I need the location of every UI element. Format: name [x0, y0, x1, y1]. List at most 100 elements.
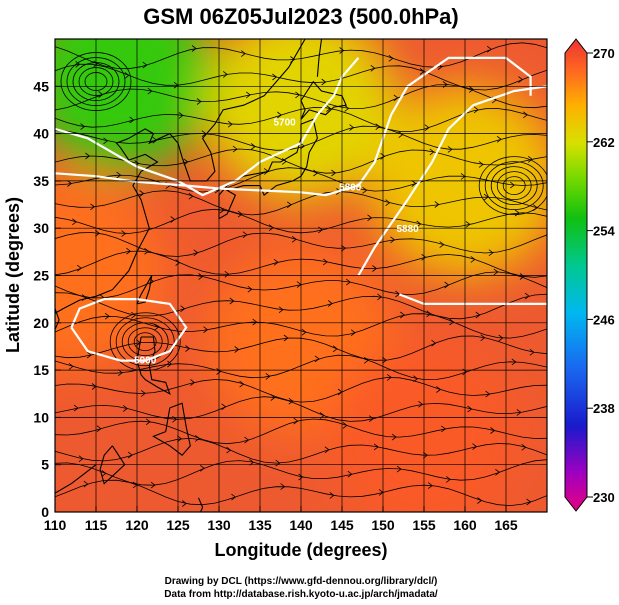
- stream-arrow: [373, 443, 379, 451]
- colorbar-body: [564, 38, 588, 512]
- stream-arrow: [199, 464, 205, 472]
- stream-arrow: [298, 473, 304, 481]
- stream-arrow: [234, 346, 240, 353]
- stream-arrow: [80, 123, 86, 130]
- colorbar-tick-label-0: 230: [593, 490, 615, 505]
- y-axis-ticks: 0 5 10 15 20 25 30 35 40 45: [33, 78, 61, 520]
- stream-arrow: [142, 61, 148, 69]
- stream-arrow: [90, 203, 96, 211]
- stream-arrow: [129, 116, 135, 124]
- y-tick-label-6: 30: [33, 220, 49, 236]
- stream-arrow: [144, 247, 150, 255]
- coastline-1: [218, 118, 318, 220]
- stream-arrow: [104, 312, 110, 320]
- stream-arrow: [288, 397, 294, 405]
- stream-arrow: [439, 241, 445, 248]
- stream-arrow: [227, 120, 233, 128]
- stream-arrow: [239, 380, 245, 388]
- stream-arrow: [421, 253, 427, 261]
- vortex-ring-1: [484, 161, 544, 211]
- y-tick-label-7: 35: [33, 173, 49, 189]
- stream-arrow: [465, 221, 471, 228]
- stream-arrow: [232, 145, 238, 153]
- colorbar: 230 238 246 254 262 270: [564, 38, 615, 512]
- stream-arrow: [493, 268, 499, 276]
- stream-arrow: [441, 425, 446, 433]
- coastline-3: [316, 39, 323, 77]
- stream-arrow: [519, 273, 525, 280]
- stream-arrow: [277, 111, 282, 119]
- stream-arrow: [342, 422, 348, 429]
- stream-arrow: [122, 405, 128, 412]
- stream-arrow: [76, 264, 82, 272]
- stream-arrow: [324, 446, 330, 454]
- stream-arrow: [268, 224, 274, 232]
- stream-arrow: [375, 123, 381, 131]
- stream-arrow: [177, 435, 182, 443]
- vortex-ring-2: [115, 317, 175, 367]
- stream-arrow: [93, 60, 99, 68]
- stream-arrow: [372, 265, 378, 272]
- vortex-ring-2: [109, 312, 181, 372]
- vortex-ring-1: [478, 156, 547, 216]
- stream-arrow: [265, 373, 271, 380]
- x-tick-label-10: 160: [453, 517, 477, 533]
- stream-arrow: [445, 476, 451, 483]
- stream-arrow: [380, 152, 386, 160]
- y-tick-label-1: 5: [41, 457, 49, 473]
- stream-arrow: [521, 443, 527, 451]
- stream-arrow: [180, 305, 186, 313]
- stream-arrow: [470, 256, 476, 263]
- stream-arrow: [147, 87, 153, 95]
- stream-arrow: [95, 229, 100, 237]
- stream-arrow: [322, 258, 328, 266]
- stream-arrow: [181, 500, 187, 507]
- stream-arrow: [145, 418, 151, 426]
- stream-arrow: [367, 214, 373, 222]
- stream-arrow: [523, 111, 528, 119]
- stream-arrow: [103, 137, 109, 145]
- stream-arrow: [368, 415, 374, 423]
- stream-arrow: [127, 451, 133, 459]
- stream-arrow: [167, 360, 173, 368]
- x-tick-label-5: 135: [248, 517, 272, 533]
- stream-arrow: [78, 455, 84, 463]
- contour-line-2: [357, 85, 547, 277]
- stream-arrow: [423, 451, 428, 459]
- stream-arrow: [272, 73, 278, 81]
- stream-arrow: [73, 404, 79, 412]
- stream-arrow: [429, 148, 435, 156]
- stream-arrow: [498, 334, 504, 342]
- stream-arrow: [382, 356, 387, 364]
- contour-label-3: 5900: [134, 356, 157, 367]
- colorbar-tick-label-4: 262: [593, 135, 615, 150]
- stream-arrow: [300, 142, 305, 150]
- coastline-9: [55, 464, 97, 494]
- x-tick-label-7: 145: [330, 517, 354, 533]
- stream-arrow: [178, 112, 184, 119]
- stream-arrow: [427, 482, 433, 489]
- stream-arrow: [370, 64, 376, 72]
- coastline-7: [152, 402, 191, 456]
- stream-arrow: [101, 470, 107, 477]
- stream-arrow: [250, 143, 256, 150]
- stream-arrow: [390, 236, 396, 244]
- y-tick-label-0: 0: [41, 504, 49, 520]
- vortex-ring-1: [496, 171, 532, 201]
- vortex-ring-1: [490, 166, 538, 206]
- stream-arrow: [117, 369, 123, 377]
- stream-arrow: [391, 433, 397, 441]
- stream-arrow: [388, 54, 394, 62]
- stream-arrow: [321, 78, 327, 86]
- stream-arrow: [229, 297, 235, 305]
- stream-arrow: [231, 493, 237, 501]
- grid-lines: [55, 39, 547, 512]
- stream-arrow: [527, 155, 533, 163]
- stream-arrow: [72, 218, 77, 226]
- vortex-ring-1: [502, 176, 526, 196]
- coastline-4: [136, 275, 153, 305]
- stream-arrow: [196, 98, 202, 105]
- stream-arrow: [480, 334, 486, 342]
- plot-area: 5700 5800 5880 5900 110 115 120 125 130 135 140 14…: [33, 38, 548, 533]
- stream-arrow: [275, 459, 281, 467]
